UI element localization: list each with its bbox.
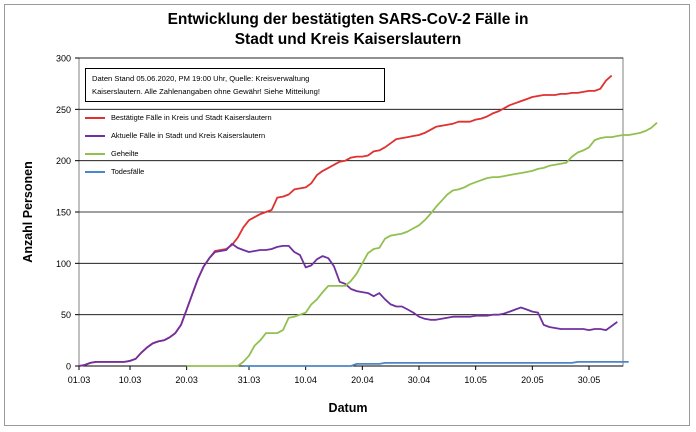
- x-tick-label: 20.05: [521, 375, 544, 385]
- x-tick-label: 30.05: [578, 375, 601, 385]
- y-tick-label: 150: [56, 208, 71, 218]
- legend-label-deaths: Todesfälle: [111, 167, 145, 176]
- series-line-recovered: [186, 122, 658, 367]
- legend-swatch-recovered: [85, 153, 105, 155]
- series-line-deaths: [243, 360, 629, 367]
- y-axis-label: Anzahl Personen: [21, 161, 35, 263]
- y-tick-label: 200: [56, 156, 71, 166]
- data-source-note: Daten Stand 05.06.2020, PM 19:00 Uhr, Qu…: [85, 68, 385, 102]
- x-tick-label: 20.03: [175, 375, 198, 385]
- legend-swatch-deaths: [85, 171, 105, 173]
- note-line-2: Kaiserslautern. Alle Zahlenangaben ohne …: [92, 87, 320, 96]
- legend-label-confirmed: Bestätigte Fälle in Kreis und Stadt Kais…: [111, 113, 272, 122]
- x-tick-label: 10.04: [294, 375, 317, 385]
- y-tick-label: 0: [66, 362, 71, 372]
- y-tick-label: 250: [56, 105, 71, 115]
- legend-swatch-confirmed: [85, 117, 105, 119]
- x-tick-label: 10.05: [464, 375, 487, 385]
- legend-swatch-active: [85, 135, 105, 137]
- legend-label-active: Aktuelle Fälle in Stadt und Kreis Kaiser…: [111, 131, 266, 140]
- series-line-active: [78, 242, 618, 367]
- legend-label-recovered: Geheilte: [111, 149, 139, 158]
- x-tick-label: 20.04: [351, 375, 374, 385]
- chart-title: Entwicklung der bestätigten SARS-CoV-2 F…: [0, 10, 696, 50]
- chart-title-line-2: Stadt und Kreis Kaiserslautern: [234, 31, 462, 48]
- x-axis-label: Datum: [328, 401, 368, 415]
- x-tick-label: 31.03: [238, 375, 261, 385]
- x-tick-label: 30.04: [408, 375, 431, 385]
- x-tick-label: 10.03: [119, 375, 142, 385]
- note-line-1: Daten Stand 05.06.2020, PM 19:00 Uhr, Qu…: [92, 74, 310, 83]
- y-tick-label: 100: [56, 259, 71, 269]
- x-tick-label: 01.03: [68, 375, 91, 385]
- y-tick-label: 300: [56, 54, 71, 64]
- y-tick-label: 50: [61, 310, 71, 320]
- chart-title-line-1: Entwicklung der bestätigten SARS-CoV-2 F…: [167, 11, 529, 28]
